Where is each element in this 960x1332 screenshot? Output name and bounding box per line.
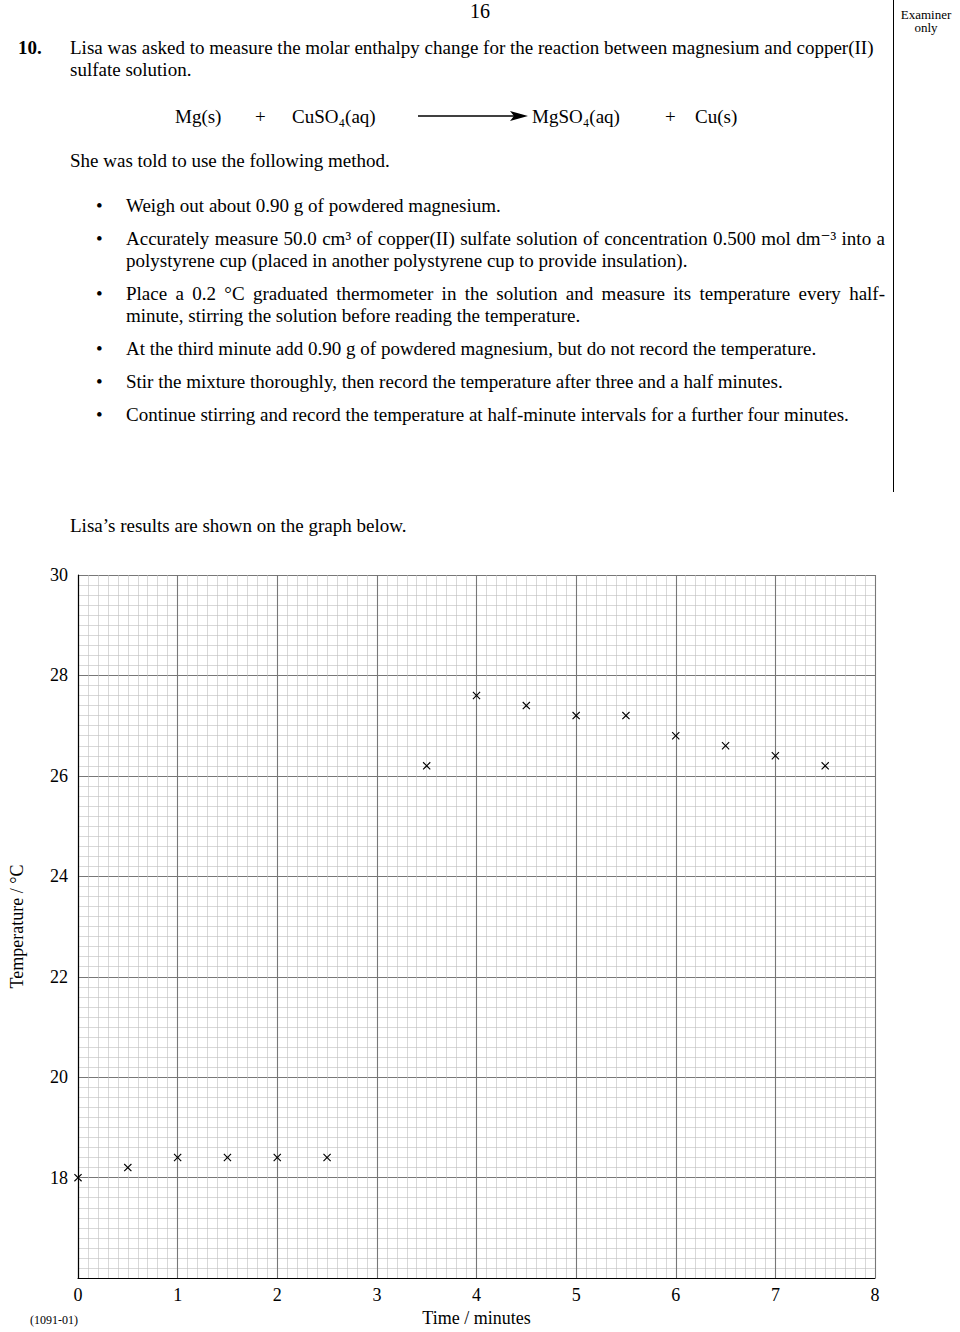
html-text:Examiner only: Examiner only: [900, 7, 952, 35]
svg-text:18: 18: [50, 1168, 68, 1188]
html-text:Weigh out about 0.90 g of powd: Weigh out about 0.90 g of powdered magne…: [126, 195, 501, 216]
html-text:16: 16: [470, 0, 490, 22]
svg-text:3: 3: [372, 1285, 381, 1305]
html-text:Cu(s): Cu(s): [695, 106, 738, 127]
html-text:Place a 0.2 °C graduated therm: Place a 0.2 °C graduated thermometer in …: [126, 283, 885, 326]
svg-text:26: 26: [50, 766, 68, 786]
html-text:Accurately measure 50.0 cm³ of: Accurately measure 50.0 cm³ of copper(II…: [126, 228, 885, 271]
html-text:Mg(s): Mg(s): [175, 106, 222, 127]
svg-text:22: 22: [50, 967, 68, 987]
svg-text:1: 1: [173, 1285, 182, 1305]
html-text:(1091-01): (1091-01): [30, 1313, 78, 1327]
html-text:Lisa’s results are shown on th: Lisa’s results are shown on the graph be…: [70, 515, 407, 536]
svg-text:Time / minutes: Time / minutes: [422, 1308, 530, 1328]
svg-text:5: 5: [572, 1285, 581, 1305]
svg-text:4: 4: [472, 1285, 481, 1305]
html-text:CuSO₄(aq): CuSO₄(aq): [292, 106, 376, 127]
svg-text:20: 20: [50, 1067, 68, 1087]
html-text:She was told to use the follow: She was told to use the following method…: [70, 150, 390, 171]
svg-text:8: 8: [871, 1285, 880, 1305]
html-text:MgSO₄(aq): MgSO₄(aq): [532, 106, 620, 127]
svg-text:7: 7: [771, 1285, 780, 1305]
html-text:Continue stirring and record t: Continue stirring and record the tempera…: [126, 404, 849, 425]
html-text:Lisa was asked to measure the: Lisa was asked to measure the molar enth…: [70, 37, 874, 80]
svg-text:24: 24: [50, 866, 68, 886]
svg-text:2: 2: [273, 1285, 282, 1305]
svg-text:Temperature / °C: Temperature / °C: [7, 865, 27, 989]
html-text:At the third minute add 0.90 g: At the third minute add 0.90 g of powder…: [126, 338, 817, 359]
html-text:Stir the mixture thoroughly, t: Stir the mixture thoroughly, then record…: [126, 371, 783, 392]
svg-text:0: 0: [74, 1285, 83, 1305]
svg-text:6: 6: [671, 1285, 680, 1305]
html-text:10.: 10.: [18, 37, 42, 58]
svg-text:30: 30: [50, 565, 68, 585]
svg-text:28: 28: [50, 665, 68, 685]
